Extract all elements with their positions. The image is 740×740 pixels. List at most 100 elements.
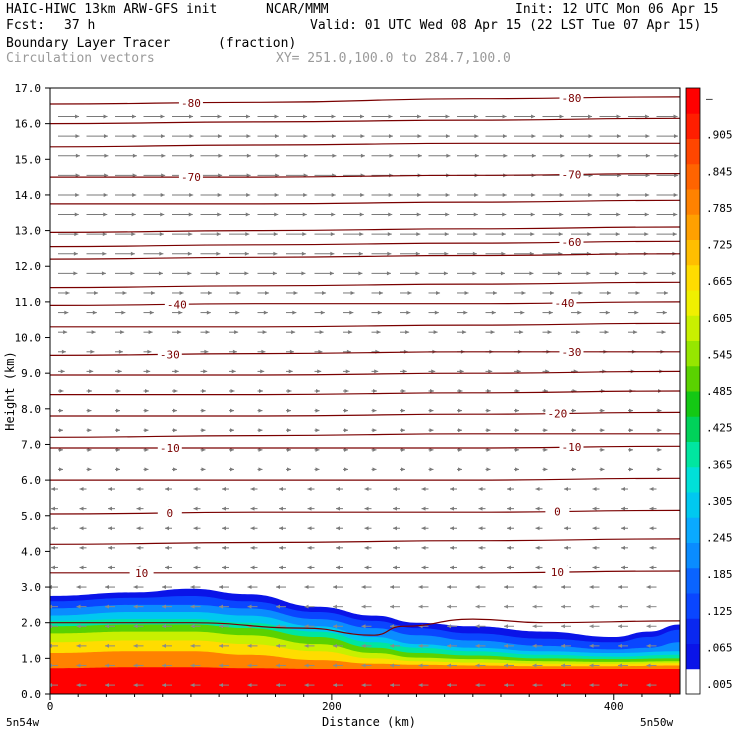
- vector-arrowhead: [287, 389, 292, 393]
- vector-arrowhead: [333, 643, 337, 648]
- vector-arrowhead: [331, 212, 336, 217]
- vector-arrowhead: [193, 545, 198, 550]
- vector-arrowhead: [445, 134, 450, 139]
- vector-arrowhead: [307, 545, 312, 550]
- vector-arrowhead: [646, 683, 651, 688]
- vector-arrowhead: [643, 271, 648, 276]
- vector-arrowhead: [319, 330, 324, 335]
- vector-arrowhead: [79, 526, 84, 531]
- vector-arrowhead: [230, 389, 235, 393]
- vector-arrowhead: [531, 134, 536, 139]
- vector-arrowhead: [475, 604, 480, 609]
- vector-arrowhead: [589, 663, 594, 668]
- vector-arrowhead: [504, 624, 508, 629]
- vector-arrowhead: [418, 585, 423, 590]
- vector-arrowhead: [592, 487, 597, 492]
- vector-arrowhead: [103, 134, 108, 139]
- vector-arrowhead: [51, 526, 55, 531]
- vector-arrowhead: [463, 310, 468, 315]
- vector-arrowhead: [75, 192, 80, 197]
- vector-arrowhead: [515, 467, 519, 472]
- vector-arrowhead: [429, 408, 434, 413]
- vector-arrowhead: [401, 467, 405, 472]
- vector-arrowhead: [504, 643, 508, 648]
- temperature-contour: [50, 142, 680, 148]
- vector-arrowhead: [618, 585, 622, 590]
- vector-arrowhead: [588, 134, 593, 139]
- vector-arrowhead: [136, 526, 141, 531]
- vector-arrowhead: [644, 232, 649, 237]
- field-name: Boundary Layer Tracer: [6, 36, 171, 51]
- vector-arrowhead: [222, 506, 226, 511]
- vector-arrowhead: [201, 447, 206, 452]
- vector-arrowhead: [621, 487, 625, 492]
- vector-arrowhead: [103, 114, 108, 119]
- vector-arrowhead: [201, 467, 206, 472]
- vector-arrowhead: [160, 212, 165, 217]
- vector-arrowhead: [108, 526, 112, 531]
- vector-arrowhead: [588, 153, 593, 158]
- contour-label-bg: [559, 441, 584, 454]
- vector-arrowhead: [417, 134, 422, 139]
- vector-arrowhead: [276, 643, 280, 648]
- vector-arrowhead: [473, 232, 478, 237]
- vector-arrowhead: [401, 389, 406, 393]
- vector-arrowhead: [450, 506, 454, 511]
- vector-arrowhead: [645, 153, 650, 158]
- contour-label-bg: [545, 407, 570, 420]
- temperature-contour: [50, 390, 680, 396]
- vector-arrowhead: [504, 683, 508, 688]
- vector-arrowhead: [222, 526, 226, 531]
- contour-label: -40: [554, 297, 574, 310]
- vector-arrowhead: [105, 585, 109, 590]
- vector-arrowhead: [445, 212, 450, 217]
- x-tick-label: 0: [47, 700, 54, 713]
- vector-arrowhead: [507, 487, 511, 492]
- vector-arrowhead: [361, 663, 366, 668]
- vector-arrowhead: [478, 565, 483, 570]
- vector-arrowhead: [674, 153, 679, 158]
- vector-arrowhead: [302, 212, 307, 217]
- vector-arrowhead: [187, 251, 192, 256]
- vector-arrowhead: [450, 545, 454, 550]
- contour-label: -30: [562, 346, 582, 359]
- vector-arrowhead: [478, 487, 483, 492]
- organization: NCAR/MMM: [266, 2, 329, 17]
- vector-arrowhead: [149, 310, 154, 315]
- colorbar-swatch: [686, 214, 700, 240]
- vector-arrowhead: [144, 428, 149, 433]
- vector-arrowhead: [273, 251, 278, 256]
- vector-arrowhead: [458, 447, 462, 452]
- vector-arrowhead: [376, 330, 381, 335]
- vector-arrowhead: [605, 310, 610, 315]
- vector-arrowhead: [615, 232, 620, 237]
- contour-label-bg: [559, 91, 584, 104]
- vector-arrowhead: [486, 428, 491, 433]
- vector-arrowhead: [372, 467, 377, 472]
- vector-arrowhead: [587, 232, 592, 237]
- vector-arrowhead: [218, 173, 223, 178]
- vector-arrowhead: [160, 192, 165, 197]
- vector-arrowhead: [559, 114, 564, 119]
- vector-arrowhead: [315, 408, 320, 413]
- vector-arrowhead: [332, 153, 337, 158]
- vector-arrowhead: [475, 585, 480, 590]
- vector-arrowhead: [633, 330, 638, 335]
- vector-arrowhead: [116, 408, 120, 413]
- vector-arrowhead: [532, 585, 537, 590]
- contour-label: 10: [551, 566, 564, 579]
- vector-arrowhead: [532, 643, 537, 648]
- vector-arrowhead: [600, 467, 605, 472]
- vector-arrowhead: [336, 526, 340, 531]
- y-tick-label: 10.0: [15, 332, 42, 345]
- vector-arrowhead: [415, 251, 420, 256]
- vector-arrowhead: [146, 369, 151, 374]
- vector-arrowhead: [388, 114, 393, 119]
- vector-arrowhead: [304, 624, 309, 629]
- field-units: (fraction): [218, 36, 296, 51]
- vector-arrowhead: [532, 683, 537, 688]
- vector-arrowhead: [188, 232, 193, 237]
- vector-arrowhead: [162, 585, 166, 590]
- vector-arrowhead: [222, 545, 226, 550]
- vector-arrowhead: [59, 467, 63, 472]
